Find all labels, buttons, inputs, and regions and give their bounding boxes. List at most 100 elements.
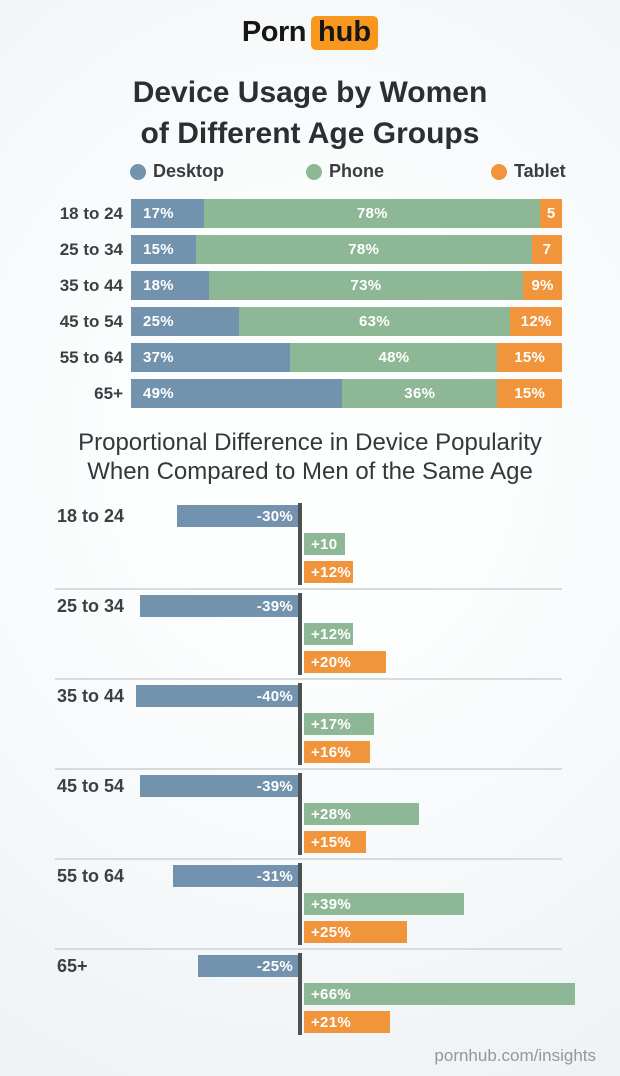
group-divider — [55, 678, 562, 680]
diff-bar-desktop: -39% — [140, 775, 300, 797]
segment-value-label: 78% — [348, 241, 380, 258]
legend-label: Desktop — [153, 161, 225, 181]
diff-value-label: +28% — [311, 805, 351, 823]
diff-value-label: +66% — [311, 985, 351, 1003]
stacked-row: 35 to 44 18% 73% 9% — [0, 271, 562, 300]
diff-bar-desktop: -39% — [140, 595, 300, 617]
age-group-label: 35 to 44 — [57, 686, 125, 706]
diff-value-label: -39% — [256, 777, 293, 795]
tablet-segment: 12% — [510, 307, 562, 336]
tablet-segment: 5 — [540, 199, 562, 228]
diff-value-label: -25% — [256, 957, 293, 975]
stacked-row: 65+ 49% 36% 15% — [0, 379, 562, 408]
device-legend: Desktop Phone Tablet — [0, 161, 620, 181]
age-group-label: 18 to 24 — [59, 203, 123, 223]
diff-value-label: -31% — [256, 867, 293, 885]
diff-bar-phone: +10 — [304, 533, 345, 555]
segment-value-label: 9% — [531, 277, 554, 294]
age-group-label: 55 to 64 — [59, 347, 123, 367]
comparison-title-line1: Proportional Difference in Device Popula… — [78, 429, 542, 456]
diff-value-label: -40% — [256, 687, 293, 705]
footer-url: pornhub.com/insights — [434, 1046, 596, 1065]
diff-bar-desktop: -40% — [136, 685, 300, 707]
stacked-bar: 37% 48% 15% — [131, 343, 562, 372]
legend-item-tablet: Tablet — [491, 161, 566, 182]
segment-value-label: 15% — [143, 241, 174, 258]
diff-group: 18 to 24 -30% +10 +12% — [0, 503, 620, 585]
stacked-bar: 18% 73% 9% — [131, 271, 562, 300]
age-group-label: 45 to 54 — [57, 776, 125, 796]
diff-bar-phone: +17% — [304, 713, 374, 735]
segment-value-label: 48% — [378, 349, 410, 366]
legend-label: Phone — [329, 161, 385, 181]
segment-value-label: 15% — [514, 385, 546, 402]
diff-bar-tablet: +15% — [304, 831, 366, 853]
diff-group: 45 to 54 -39% +28% +15% — [0, 773, 620, 855]
diff-bar-desktop: -30% — [177, 505, 300, 527]
stacked-bar: 15% 78% 7 — [131, 235, 562, 264]
segment-value-label: 7 — [542, 241, 552, 258]
age-group-label: 18 to 24 — [57, 506, 125, 526]
segment-value-label: 17% — [143, 205, 174, 222]
diff-bar-phone: +66% — [304, 983, 575, 1005]
stacked-bar: 49% 36% 15% — [131, 379, 562, 408]
pornhub-logo: Porn hub — [0, 16, 620, 50]
diff-bar-tablet: +25% — [304, 921, 407, 943]
segment-value-label: 15% — [514, 349, 546, 366]
desktop-color-dot-icon — [130, 163, 146, 180]
diff-value-label: +39% — [311, 895, 351, 913]
diff-value-label: -39% — [256, 597, 293, 615]
tablet-segment: 7 — [531, 235, 562, 264]
diff-value-label: +16% — [311, 743, 351, 761]
desktop-segment: 49% — [131, 379, 343, 408]
stacked-row: 45 to 54 25% 63% 12% — [0, 307, 562, 336]
diff-bar-phone: +39% — [304, 893, 464, 915]
tablet-color-dot-icon — [491, 163, 507, 180]
stacked-chart: 18 to 24 17% 78% 5 25 to 34 15% 78% 7 35 to 44 18… — [0, 199, 562, 415]
age-group-label: 45 to 54 — [59, 311, 123, 331]
stacked-row: 18 to 24 17% 78% 5 — [0, 199, 562, 228]
tablet-segment: 15% — [497, 343, 562, 372]
diff-bar-tablet: +21% — [304, 1011, 391, 1033]
diff-value-label: +15% — [311, 833, 351, 851]
group-divider — [55, 858, 562, 860]
zero-axis-line — [298, 683, 302, 765]
legend-item-desktop: Desktop — [130, 161, 224, 182]
comparison-title-line2: When Compared to Men of the Same Age — [87, 458, 533, 485]
zero-axis-line — [298, 953, 302, 1035]
segment-value-label: 18% — [143, 277, 174, 294]
diff-group: 55 to 64 -31% +39% +25% — [0, 863, 620, 945]
phone-segment: 36% — [342, 379, 498, 408]
phone-color-dot-icon — [306, 163, 322, 180]
phone-segment: 78% — [195, 235, 532, 264]
diff-bar-desktop: -31% — [172, 865, 300, 887]
age-group-label: 55 to 64 — [57, 866, 125, 886]
diff-value-label: +17% — [311, 715, 351, 733]
main-title-line2: of Different Age Groups — [140, 117, 480, 150]
diff-bar-tablet: +20% — [304, 651, 386, 673]
stacked-bar: 25% 63% 12% — [131, 307, 562, 336]
desktop-segment: 15% — [131, 235, 196, 264]
zero-axis-line — [298, 593, 302, 675]
age-group-label: 65+ — [94, 383, 123, 403]
desktop-segment: 37% — [131, 343, 291, 372]
segment-value-label: 78% — [356, 205, 388, 222]
desktop-segment: 17% — [131, 199, 205, 228]
tablet-segment: 15% — [497, 379, 562, 408]
diff-value-label: +25% — [311, 923, 351, 941]
diff-value-label: +20% — [311, 653, 351, 671]
age-group-label: 35 to 44 — [59, 275, 123, 295]
diff-value-label: +21% — [311, 1013, 351, 1031]
phone-segment: 78% — [204, 199, 541, 228]
diff-group: 25 to 34 -39% +12% +20% — [0, 593, 620, 675]
legend-label: Tablet — [514, 161, 566, 181]
tablet-segment: 9% — [523, 271, 562, 300]
phone-segment: 73% — [208, 271, 524, 300]
segment-value-label: 25% — [143, 313, 174, 330]
segment-value-label: 36% — [404, 385, 436, 402]
phone-segment: 48% — [290, 343, 498, 372]
group-divider — [55, 768, 562, 770]
main-title-line1: Device Usage by Women — [132, 76, 488, 109]
legend-item-phone: Phone — [306, 161, 384, 182]
diff-bar-desktop: -25% — [197, 955, 300, 977]
